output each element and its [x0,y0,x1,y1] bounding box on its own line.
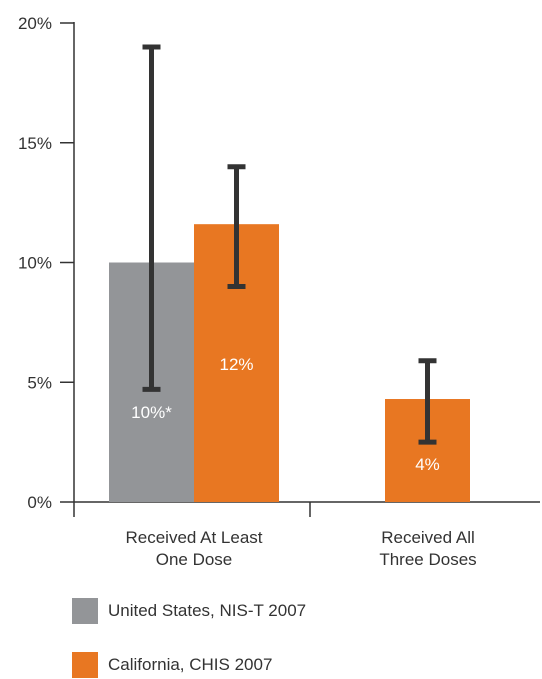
legend-item-ca: California, CHIS 2007 [72,652,272,678]
data-label: 4% [415,455,440,474]
y-tick-label: 5% [27,373,52,392]
data-label: 10%* [131,403,172,422]
bar-chart: 0% 5% 10% 15% 20% 10%* 12% Received At Least One… [18,14,540,569]
y-tick-label: 0% [27,493,52,512]
y-tick-label: 10% [18,254,52,273]
legend-item-us: United States, NIS-T 2007 [72,598,306,624]
x-tick-label: Received At Least [125,528,262,547]
y-tick-label: 15% [18,134,52,153]
legend-label-us: United States, NIS-T 2007 [108,601,307,620]
legend-swatch-us [72,598,98,624]
x-tick-label: One Dose [156,550,233,569]
y-tick-label: 20% [18,14,52,33]
x-tick-label: Received All [381,528,475,547]
legend-swatch-ca [72,652,98,678]
data-label: 12% [219,355,253,374]
legend-label-ca: California, CHIS 2007 [108,655,273,674]
x-tick-label: Three Doses [379,550,476,569]
